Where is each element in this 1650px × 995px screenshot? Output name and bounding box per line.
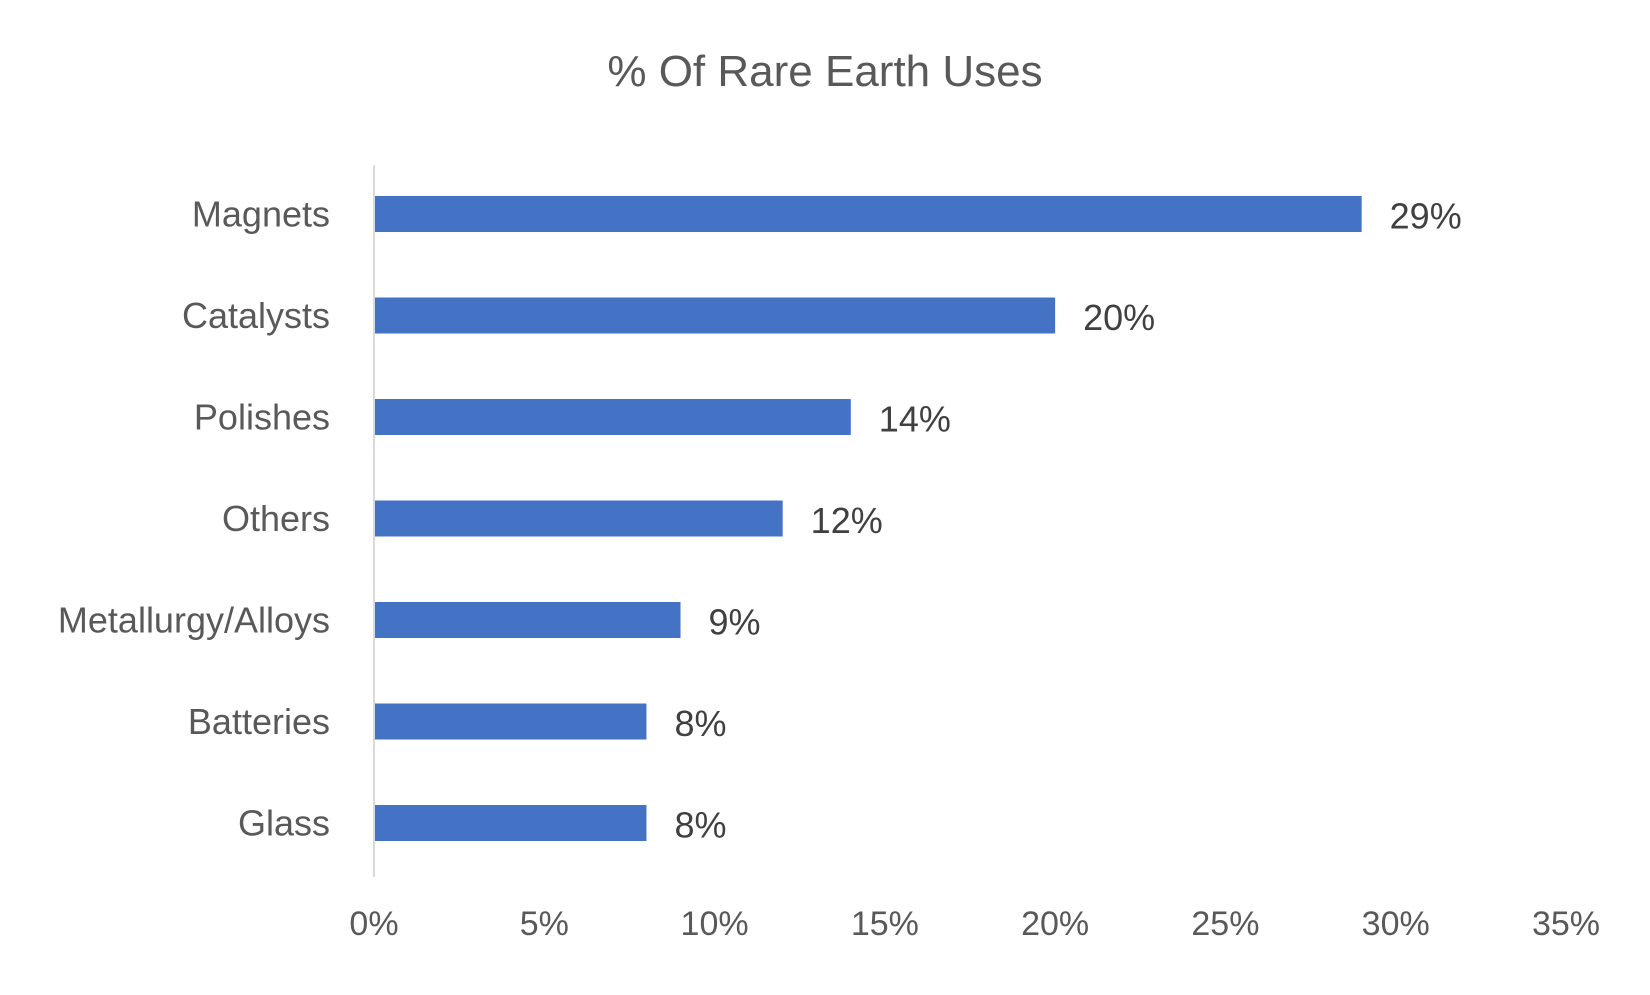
category-label: Others bbox=[222, 498, 330, 539]
x-tick-label: 5% bbox=[520, 905, 569, 943]
bar-magnets bbox=[375, 196, 1362, 232]
bar-others bbox=[375, 500, 783, 537]
x-tick-label: 10% bbox=[681, 905, 749, 943]
data-label: 14% bbox=[879, 399, 951, 440]
bar-metallurgy-alloys bbox=[375, 602, 681, 638]
category-labels-group: Magnets Catalysts Polishes Others Metallurgy… bbox=[58, 194, 330, 844]
x-tick-label: 25% bbox=[1191, 905, 1259, 943]
x-tick-label: 20% bbox=[1021, 905, 1089, 943]
category-label: Polishes bbox=[194, 397, 330, 438]
bar-batteries bbox=[375, 703, 647, 740]
data-label: 8% bbox=[674, 703, 726, 744]
bar-catalysts bbox=[375, 297, 1056, 334]
x-tick-label: 0% bbox=[349, 905, 398, 943]
data-label: 29% bbox=[1390, 196, 1462, 237]
x-axis-ticks-group: 0% 5% 10% 15% 20% 25% 30% 35% bbox=[349, 905, 1600, 943]
data-label: 9% bbox=[709, 602, 761, 643]
x-tick-label: 15% bbox=[851, 905, 919, 943]
category-label: Metallurgy/Alloys bbox=[58, 600, 330, 641]
category-label: Glass bbox=[238, 803, 330, 844]
bars-group bbox=[375, 196, 1362, 841]
bar-polishes bbox=[375, 399, 851, 435]
data-labels-group: 29% 20% 14% 12% 9% 8% 8% bbox=[674, 196, 1461, 846]
data-label: 20% bbox=[1083, 297, 1155, 338]
category-label: Catalysts bbox=[182, 295, 330, 336]
bar-glass bbox=[375, 805, 647, 841]
data-label: 8% bbox=[674, 805, 726, 846]
chart-title: % Of Rare Earth Uses bbox=[607, 47, 1042, 96]
category-label: Batteries bbox=[188, 701, 330, 742]
data-label: 12% bbox=[811, 500, 883, 541]
x-tick-label: 35% bbox=[1532, 905, 1600, 943]
category-label: Magnets bbox=[192, 194, 330, 235]
x-tick-label: 30% bbox=[1362, 905, 1430, 943]
